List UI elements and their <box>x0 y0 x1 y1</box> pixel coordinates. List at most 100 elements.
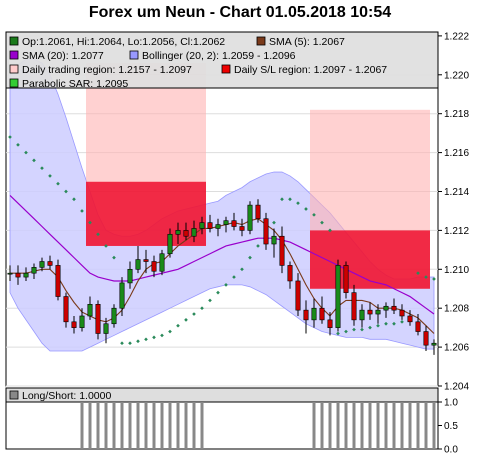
y-tick-label: 1.212 <box>444 226 469 237</box>
long-short-bar <box>120 402 124 449</box>
candle-body <box>271 235 277 245</box>
candle-body <box>79 315 85 328</box>
sar-dot <box>376 323 380 328</box>
sar-dot <box>120 341 124 346</box>
candle-body <box>127 268 133 284</box>
y-tick-label: 1.206 <box>444 343 469 354</box>
candle-body <box>407 315 413 323</box>
long-short-bar <box>104 402 108 449</box>
candle-body <box>191 228 197 237</box>
sar-dot <box>280 197 284 202</box>
legend-entry: Daily trading region: 1.2157 - 1.2097 <box>22 64 192 76</box>
legend-swatch <box>256 36 266 46</box>
sar-dot <box>432 277 436 281</box>
sar-dot <box>384 321 388 326</box>
sar-dot <box>360 327 364 332</box>
legend-swatch <box>221 64 231 74</box>
candle-body <box>111 307 117 325</box>
long-short-bar <box>384 402 388 449</box>
sar-dot <box>8 135 12 139</box>
long-short-bar <box>432 402 436 449</box>
candle-body <box>175 230 181 235</box>
sar-dot <box>400 319 404 324</box>
sar-dot <box>24 150 28 155</box>
sma20-line <box>9 194 435 315</box>
long-short-bar <box>192 402 196 449</box>
legend: Op:1.2061, Hi:1.2064, Lo:1.2056, Cl:1.20… <box>5 31 439 90</box>
sar-dot <box>192 312 196 316</box>
sar-dot <box>312 212 316 217</box>
legend-entry: Daily S/L region: 1.2097 - 1.2067 <box>234 64 387 76</box>
candle-body <box>103 323 109 334</box>
long-short-bar <box>144 402 148 449</box>
sar-dot <box>224 283 228 287</box>
lower-legend-entry: Long/Short: 1.0000 <box>22 390 111 402</box>
sar-dot <box>424 275 428 279</box>
long-short-bar <box>416 402 420 449</box>
sar-dot <box>248 255 252 260</box>
candle-body <box>367 309 373 315</box>
candle-body <box>311 307 317 321</box>
sar-dot <box>48 174 52 178</box>
candle-body <box>47 261 53 266</box>
lower-y-tick-label: 1.0 <box>444 398 458 409</box>
y-tick-label: 1.204 <box>444 382 469 393</box>
candle-body <box>151 261 157 272</box>
long-short-bar <box>392 402 396 449</box>
candle-body <box>351 292 357 321</box>
sar-dot <box>416 271 420 276</box>
candle-body <box>95 304 101 334</box>
y-tick-label: 1.210 <box>444 265 469 276</box>
sar-dot <box>32 158 36 163</box>
legend-entry: SMA (20): 1.2077 <box>22 50 104 62</box>
long-short-bar <box>200 402 204 449</box>
sar-dot <box>16 142 20 147</box>
legend-entry: Bollinger (20, 2): 1.2059 - 1.2096 <box>142 50 296 62</box>
candle-body <box>223 220 229 225</box>
lower-legend-box <box>5 387 439 403</box>
long-short-bar <box>352 402 356 449</box>
candle-body <box>431 342 437 346</box>
sar-dot <box>336 331 340 336</box>
long-short-bar <box>112 402 116 449</box>
sar-dot <box>304 207 308 211</box>
long-short-bar <box>376 402 380 449</box>
candle-body <box>71 321 77 328</box>
y-tick-label: 1.214 <box>444 187 469 198</box>
candle-body <box>287 265 293 282</box>
long-short-bar <box>424 402 428 449</box>
candle-body <box>327 319 333 328</box>
y-tick-label: 1.222 <box>444 31 469 42</box>
legend-swatch <box>9 36 19 46</box>
candle-body <box>63 296 69 323</box>
candle-body <box>375 309 381 315</box>
legend-box <box>5 31 439 89</box>
sar-dot <box>392 321 396 326</box>
candle-body <box>143 259 149 262</box>
long-short-bar <box>312 402 316 449</box>
candle-body <box>415 321 421 332</box>
long-short-bar <box>168 402 172 449</box>
candle-body <box>391 305 397 311</box>
long-short-bar <box>408 402 412 449</box>
sar-dot <box>328 228 332 233</box>
candle-body <box>295 280 301 311</box>
sl-region <box>310 230 430 289</box>
legend-swatch <box>9 64 19 74</box>
y-tick-label: 1.220 <box>444 70 469 81</box>
long-short-bar <box>328 402 332 449</box>
candle-body <box>87 304 93 317</box>
long-short-bar <box>336 402 340 449</box>
lower-legend-swatch <box>9 390 19 400</box>
long-short-bar <box>152 402 156 449</box>
long-short-bar <box>128 402 132 449</box>
candle-body <box>207 222 213 229</box>
long-short-bar <box>136 402 140 449</box>
candle-body <box>159 253 165 272</box>
candle-body <box>7 272 13 275</box>
legend-swatch <box>9 50 19 60</box>
candle-body <box>319 307 325 321</box>
candle-body <box>255 204 261 220</box>
sar-dot <box>208 298 212 303</box>
